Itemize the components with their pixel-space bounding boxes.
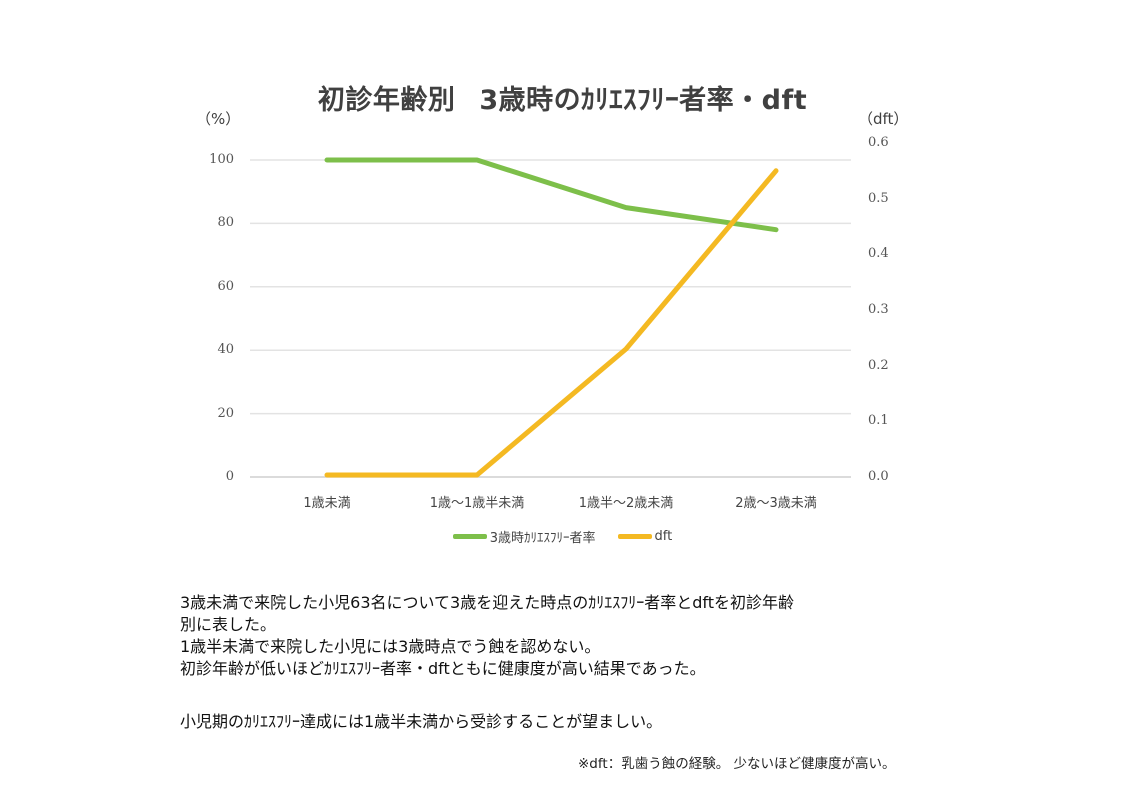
right-axis-tick: 0.4 bbox=[868, 246, 889, 261]
x-axis-label: 1歳未満 bbox=[303, 496, 351, 511]
legend-item-caries-free: 3歳時ｶﾘｴｽﾌﾘｰ者率 bbox=[452, 527, 596, 546]
right-axis-tick: 0.5 bbox=[868, 191, 889, 206]
chart-title-part-1: 初診年齢別 bbox=[317, 85, 456, 116]
right-axis-tick: 0.0 bbox=[868, 469, 889, 484]
x-axis-label: 1歳～1歳半未満 bbox=[429, 496, 525, 511]
left-axis-unit: （%） bbox=[196, 110, 241, 128]
chart-title: 初診年齢別 3歳時のｶﾘｴｽﾌﾘｰ者率・dft bbox=[0, 78, 1125, 117]
gridlines bbox=[250, 159, 851, 478]
conclusion-text: 小児期のｶﾘｴｽﾌﾘｰ達成には1歳半未満から受診することが望ましい。 bbox=[180, 712, 663, 731]
right-axis-tick: 0.1 bbox=[868, 413, 889, 428]
legend-label: dft bbox=[654, 529, 673, 544]
right-axis-unit: （dft） bbox=[858, 110, 909, 128]
description-text: 3歳未満で来院した小児63名について3歳を迎えた時点のｶﾘｴｽﾌﾘｰ者率とdft… bbox=[180, 592, 960, 680]
description-line: 初診年齢が低いほどｶﾘｴｽﾌﾘｰ者率・dftともに健康度が高い結果であった。 bbox=[180, 659, 706, 678]
left-axis-tick: 80 bbox=[217, 215, 234, 230]
description-line: 1歳半未満で来院した小児には3歳時点でう蝕を認めない。 bbox=[180, 637, 601, 656]
caries-free-rate-line bbox=[324, 157, 779, 233]
legend-item-dft: dft bbox=[617, 527, 673, 546]
footnote-text: ※dft：乳歯う蝕の経験。 少ないほど健康度が高い。 bbox=[578, 756, 896, 772]
left-axis-tick: 60 bbox=[217, 279, 234, 294]
description-line: 別に表した。 bbox=[180, 615, 277, 634]
left-axis-tick: 0 bbox=[225, 469, 234, 484]
x-axis-label: 1歳半～2歳未満 bbox=[578, 496, 674, 511]
dft-line bbox=[324, 168, 779, 478]
chart-title-part-2: 3歳時のｶﾘｴｽﾌﾘｰ者率・dft bbox=[479, 85, 808, 116]
description-line: 3歳未満で来院した小児63名について3歳を迎えた時点のｶﾘｴｽﾌﾘｰ者率とdft… bbox=[180, 593, 795, 612]
right-axis-tick: 0.2 bbox=[868, 358, 889, 373]
legend-swatch-green bbox=[452, 534, 487, 539]
chart-legend: 3歳時ｶﾘｴｽﾌﾘｰ者率 dft bbox=[0, 527, 1125, 546]
left-axis-tick: 40 bbox=[217, 342, 234, 357]
x-axis-label: 2歳～3歳未満 bbox=[735, 496, 817, 511]
legend-label: 3歳時ｶﾘｴｽﾌﾘｰ者率 bbox=[489, 531, 596, 546]
legend-swatch-orange bbox=[617, 534, 652, 539]
right-axis-tick: 0.3 bbox=[868, 302, 889, 317]
right-axis-tick: 0.6 bbox=[868, 135, 889, 150]
left-axis-tick: 100 bbox=[209, 152, 234, 167]
left-axis-tick: 20 bbox=[217, 406, 234, 421]
